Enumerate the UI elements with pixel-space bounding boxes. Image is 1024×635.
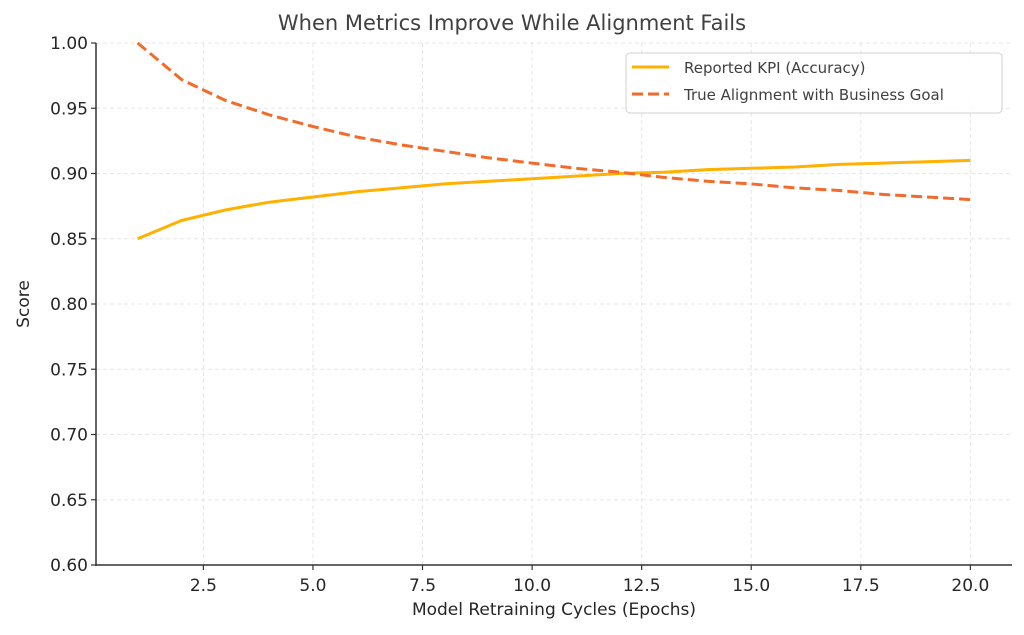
series-line-kpi [137,158,971,241]
legend: Reported KPI (Accuracy) True Alignment w… [625,52,1003,114]
y-tick-label: 0.75 [50,360,88,380]
series-line-alignment [136,41,971,202]
y-tick-label: 0.65 [50,491,88,511]
y-tick-label: 0.80 [50,295,88,315]
y-tick-label: 0.85 [50,230,88,250]
x-tick-label: 5.0 [299,576,326,596]
y-axis-label: Score [14,280,34,328]
y-tick-label: 0.70 [50,426,88,446]
x-axis-label: Model Retraining Cycles (Epochs) [412,600,696,620]
y-tick-label: 0.95 [50,99,88,119]
x-tick-label: 20.0 [951,576,989,596]
chart-title: When Metrics Improve While Alignment Fai… [278,11,746,35]
x-tick-label: 15.0 [732,576,770,596]
x-tick-label: 7.5 [409,576,436,596]
grid [96,42,1012,566]
y-tick-label: 0.60 [50,556,88,576]
legend-label-alignment: True Alignment with Business Goal [683,86,944,104]
x-tick-label: 12.5 [623,576,661,596]
series-group [136,41,971,241]
legend-box [625,52,1003,114]
x-tick-label: 10.0 [513,576,551,596]
x-tick-label: 17.5 [842,576,880,596]
x-axis-ticks: 2.5 5.0 7.5 10.0 12.5 15.0 17.5 20.0 [190,565,989,596]
y-tick-label: 1.00 [50,34,88,54]
y-axis-ticks: 0.60 0.65 0.70 0.75 0.80 0.85 0.90 0.95 1.00 [50,34,96,576]
x-tick-label: 2.5 [190,576,217,596]
legend-label-kpi: Reported KPI (Accuracy) [684,59,866,77]
y-tick-label: 0.90 [50,165,88,185]
